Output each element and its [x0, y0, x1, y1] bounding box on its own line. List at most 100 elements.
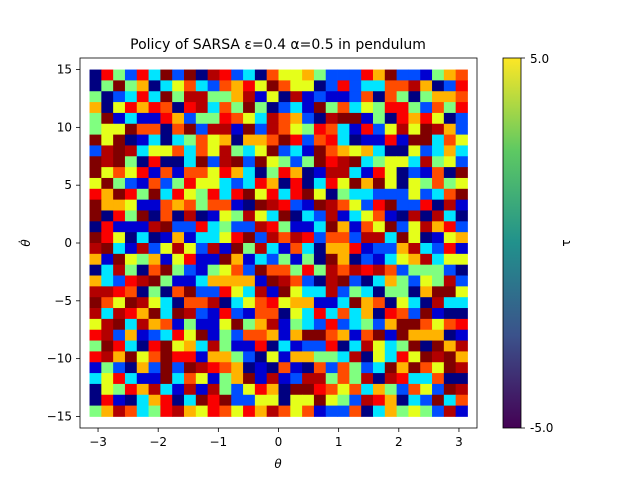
heatmap-cell	[443, 308, 457, 320]
heatmap-cell	[455, 362, 468, 374]
heatmap-cell	[349, 373, 362, 385]
heatmap-cell	[219, 134, 232, 146]
heatmap-cell	[325, 134, 338, 146]
heatmap-cell	[89, 383, 102, 396]
heatmap-cell	[408, 232, 421, 244]
heatmap-cell	[396, 340, 409, 352]
heatmap-cell	[372, 308, 386, 320]
heatmap-cell	[325, 243, 338, 255]
heatmap-cell	[148, 405, 161, 417]
heatmap-cell	[101, 102, 114, 114]
heatmap-cell	[455, 188, 468, 201]
heatmap-cell	[172, 351, 185, 363]
heatmap-cell	[101, 373, 114, 385]
heatmap-cell	[195, 156, 209, 168]
heatmap-cell	[231, 253, 244, 266]
heatmap-cell	[396, 91, 409, 103]
heatmap-cell	[124, 383, 138, 396]
heatmap-cell	[148, 264, 161, 276]
heatmap-cell	[290, 167, 303, 179]
heatmap-cell	[361, 167, 374, 179]
heatmap-cell	[124, 394, 138, 406]
heatmap-cell	[302, 318, 315, 331]
y-tick-label: 15	[57, 63, 72, 77]
heatmap-cell	[408, 383, 421, 396]
heatmap-cell	[432, 308, 445, 320]
heatmap-cell	[243, 80, 256, 92]
heatmap-cell	[432, 156, 445, 168]
heatmap-cell	[420, 243, 433, 255]
heatmap-cell	[266, 69, 279, 81]
heatmap-cell	[313, 340, 327, 352]
heatmap-cell	[195, 286, 209, 298]
heatmap-cell	[408, 91, 421, 103]
heatmap-cell	[290, 69, 303, 81]
heatmap-cell	[113, 134, 126, 146]
x-tick-label: 0	[275, 435, 283, 449]
heatmap-cell	[172, 199, 185, 211]
heatmap-cell	[302, 156, 315, 168]
heatmap-cell	[207, 362, 220, 374]
heatmap-cell	[207, 69, 220, 81]
heatmap-cell	[136, 264, 149, 276]
heatmap-cell	[313, 167, 327, 179]
colorbar-max-label: 5.0	[530, 52, 549, 66]
heatmap-cell	[136, 286, 149, 298]
heatmap-cell	[337, 199, 350, 211]
heatmap-cell	[372, 329, 386, 341]
heatmap-cell	[290, 308, 303, 320]
heatmap-cell	[243, 362, 256, 374]
heatmap-cell	[325, 221, 338, 233]
heatmap-cell	[302, 253, 315, 266]
heatmap-cell	[172, 156, 185, 168]
heatmap-cell	[207, 91, 220, 103]
heatmap-cell	[443, 340, 457, 352]
heatmap-cell	[243, 232, 256, 244]
heatmap-cell	[89, 264, 102, 276]
heatmap-cell	[384, 91, 398, 103]
heatmap-cell	[313, 373, 327, 385]
heatmap-cell	[420, 123, 433, 135]
heatmap-cell	[184, 177, 197, 190]
heatmap-cell	[313, 112, 327, 125]
heatmap-cell	[384, 297, 398, 309]
heatmap-cell	[148, 297, 161, 309]
heatmap-cell	[278, 383, 291, 396]
heatmap-cell	[266, 373, 279, 385]
heatmap-cell	[160, 329, 173, 341]
heatmap-cell	[372, 243, 386, 255]
heatmap-cell	[266, 275, 279, 287]
heatmap-cell	[337, 297, 350, 309]
heatmap-cell	[349, 351, 362, 363]
heatmap-cell	[290, 188, 303, 201]
heatmap-cell	[243, 199, 256, 211]
heatmap-cell	[455, 134, 468, 146]
heatmap-cell	[219, 232, 232, 244]
heatmap-cell	[420, 275, 433, 287]
heatmap-cell	[384, 69, 398, 81]
heatmap-cell	[113, 340, 126, 352]
heatmap-cell	[195, 232, 209, 244]
heatmap-cell	[231, 102, 244, 114]
heatmap-cell	[372, 156, 386, 168]
heatmap-cell	[243, 102, 256, 114]
heatmap-cell	[372, 264, 386, 276]
heatmap-cell	[302, 199, 315, 211]
heatmap-cell	[278, 167, 291, 179]
heatmap-cell	[396, 286, 409, 298]
heatmap-cell	[124, 199, 138, 211]
heatmap-cell	[337, 253, 350, 266]
heatmap-cell	[184, 221, 197, 233]
heatmap-cell	[231, 405, 244, 417]
heatmap-cell	[160, 308, 173, 320]
heatmap-cell	[361, 102, 374, 114]
heatmap-cell	[89, 373, 102, 385]
heatmap-cell	[349, 297, 362, 309]
heatmap-cell	[455, 264, 468, 276]
heatmap-cell	[432, 69, 445, 81]
heatmap-cell	[136, 329, 149, 341]
heatmap-cell	[455, 80, 468, 92]
heatmap-cell	[420, 210, 433, 222]
heatmap-cell	[302, 123, 315, 135]
heatmap-cell	[101, 318, 114, 331]
